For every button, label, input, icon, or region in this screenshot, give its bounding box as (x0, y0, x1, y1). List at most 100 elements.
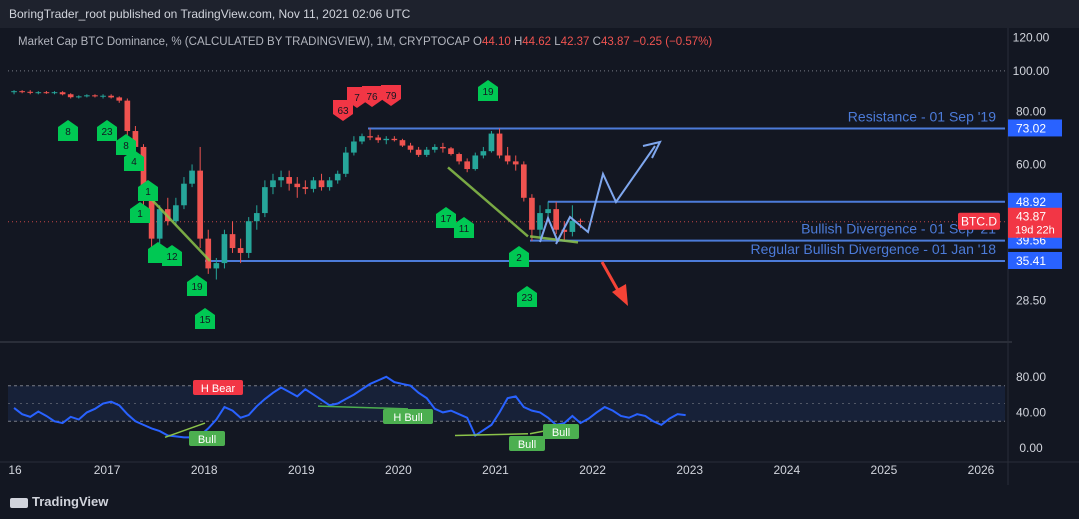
time-tick: 2025 (871, 463, 898, 477)
candle-body (415, 149, 422, 155)
candle-body (27, 91, 34, 93)
rsi-annotation: H Bear (193, 380, 243, 395)
time-tick: 2018 (191, 463, 218, 477)
time-tick: 2019 (288, 463, 315, 477)
marker-label: 11 (459, 224, 470, 235)
time-tick: 2020 (385, 463, 412, 477)
candle-body (221, 234, 228, 264)
marker-shape (478, 80, 498, 101)
signal-marker: 1 (138, 180, 158, 201)
marker-shape (517, 286, 537, 307)
candle-body (569, 220, 576, 232)
price-tick: 28.50 (1016, 294, 1046, 308)
signal-marker: 76 (362, 86, 382, 107)
signal-marker: 19 (187, 275, 207, 296)
candle-body (108, 95, 114, 98)
candle-body (262, 187, 268, 214)
signal-marker: 19 (478, 80, 498, 101)
marker-label: 12 (166, 252, 178, 263)
rsi-annotation-label: H Bear (201, 383, 236, 395)
candle-body (407, 145, 414, 150)
candle-body (520, 164, 527, 198)
candle-body (553, 209, 560, 230)
marker-label: 8 (65, 127, 71, 138)
divergence-line (149, 196, 211, 262)
marker-shape (130, 202, 150, 223)
divergence-line (529, 235, 579, 244)
marker-label: 23 (101, 127, 113, 138)
rsi-series-line (13, 375, 686, 439)
candle-body (253, 213, 260, 222)
rsi-divergence-line (164, 422, 206, 439)
marker-shape (116, 134, 136, 155)
candle-body (375, 137, 382, 141)
tradingview-logo[interactable]: TradingView (10, 494, 108, 509)
divergence-line (447, 166, 529, 238)
signal-marker: 63 (333, 100, 353, 121)
signal-marker: 2 (509, 246, 529, 267)
rsi-annotation-box (189, 431, 225, 446)
rsi-annotation: Bull (509, 436, 545, 451)
projection-small-path (539, 215, 559, 243)
candle-body (537, 213, 543, 230)
price-tick: 60.00 (1016, 157, 1046, 171)
rsi-annotation-box (193, 380, 243, 395)
publish-header: BoringTrader_root published on TradingVi… (0, 0, 1079, 28)
time-tick: 2022 (579, 463, 606, 477)
candle-body (286, 177, 292, 184)
candle-body (342, 152, 349, 174)
signal-marker: 4 (124, 150, 144, 171)
candle-body (302, 187, 309, 189)
legend-low: 42.37 (560, 36, 590, 48)
signal-marker: 8 (58, 120, 78, 141)
rsi-annotation-box (383, 409, 433, 424)
projection-down-line (600, 261, 622, 295)
symbol-legend: Market Cap BTC Dominance, % (CALCULATED … (18, 36, 712, 48)
marker-label: 1 (137, 209, 143, 220)
symbol-badge-label: BTC.D (961, 215, 997, 229)
price-tick: 100.00 (1013, 64, 1050, 78)
candle-body (399, 140, 406, 146)
candle-body (75, 96, 82, 98)
marker-shape (195, 308, 215, 329)
candle-body (423, 149, 430, 155)
last-price-countdown: 19d 22h (1015, 225, 1055, 237)
legend-open: 44.10 (481, 36, 511, 48)
legend-high: 44.62 (522, 36, 552, 48)
signal-marker: 12 (162, 245, 182, 266)
marker-shape (138, 180, 158, 201)
time-tick: 2023 (676, 463, 703, 477)
candle-body (156, 209, 163, 239)
candle-body (496, 133, 503, 156)
price-label-box (1008, 192, 1062, 210)
rsi-annotation: Bull (543, 424, 579, 439)
candle-body (173, 205, 179, 222)
candle-body (577, 220, 584, 222)
candle-body (43, 92, 50, 94)
candle-body (512, 161, 519, 165)
marker-shape (333, 100, 353, 121)
price-label: 73.02 (1016, 121, 1046, 135)
rsi-annotation-label: Bull (552, 427, 570, 439)
signal-marker: 8 (116, 134, 136, 155)
signal-marker: 1 (130, 202, 150, 223)
level-label: Bullish Divergence - 01 Sep '21 (801, 221, 996, 237)
rsi-annotation-box (543, 424, 579, 439)
rsi-annotation: H Bull (383, 409, 433, 424)
rsi-divergence-line (454, 433, 529, 437)
rsi-annotation-label: Bull (198, 434, 216, 446)
rsi-annotation-box (509, 436, 545, 451)
marker-label: 76 (366, 92, 378, 103)
candle-body (464, 161, 471, 170)
candle-body (294, 183, 301, 188)
candle-body (351, 141, 357, 153)
candle-body (359, 136, 365, 142)
level-label: Resistance - 01 Sep '19 (848, 108, 996, 124)
candle-body (237, 248, 244, 253)
arrow-head-up (642, 140, 662, 159)
rsi-tick: 40.00 (1016, 405, 1046, 419)
last-price-value: 43.87 (1016, 210, 1046, 224)
marker-shape (58, 120, 78, 141)
candle-body (529, 197, 535, 230)
